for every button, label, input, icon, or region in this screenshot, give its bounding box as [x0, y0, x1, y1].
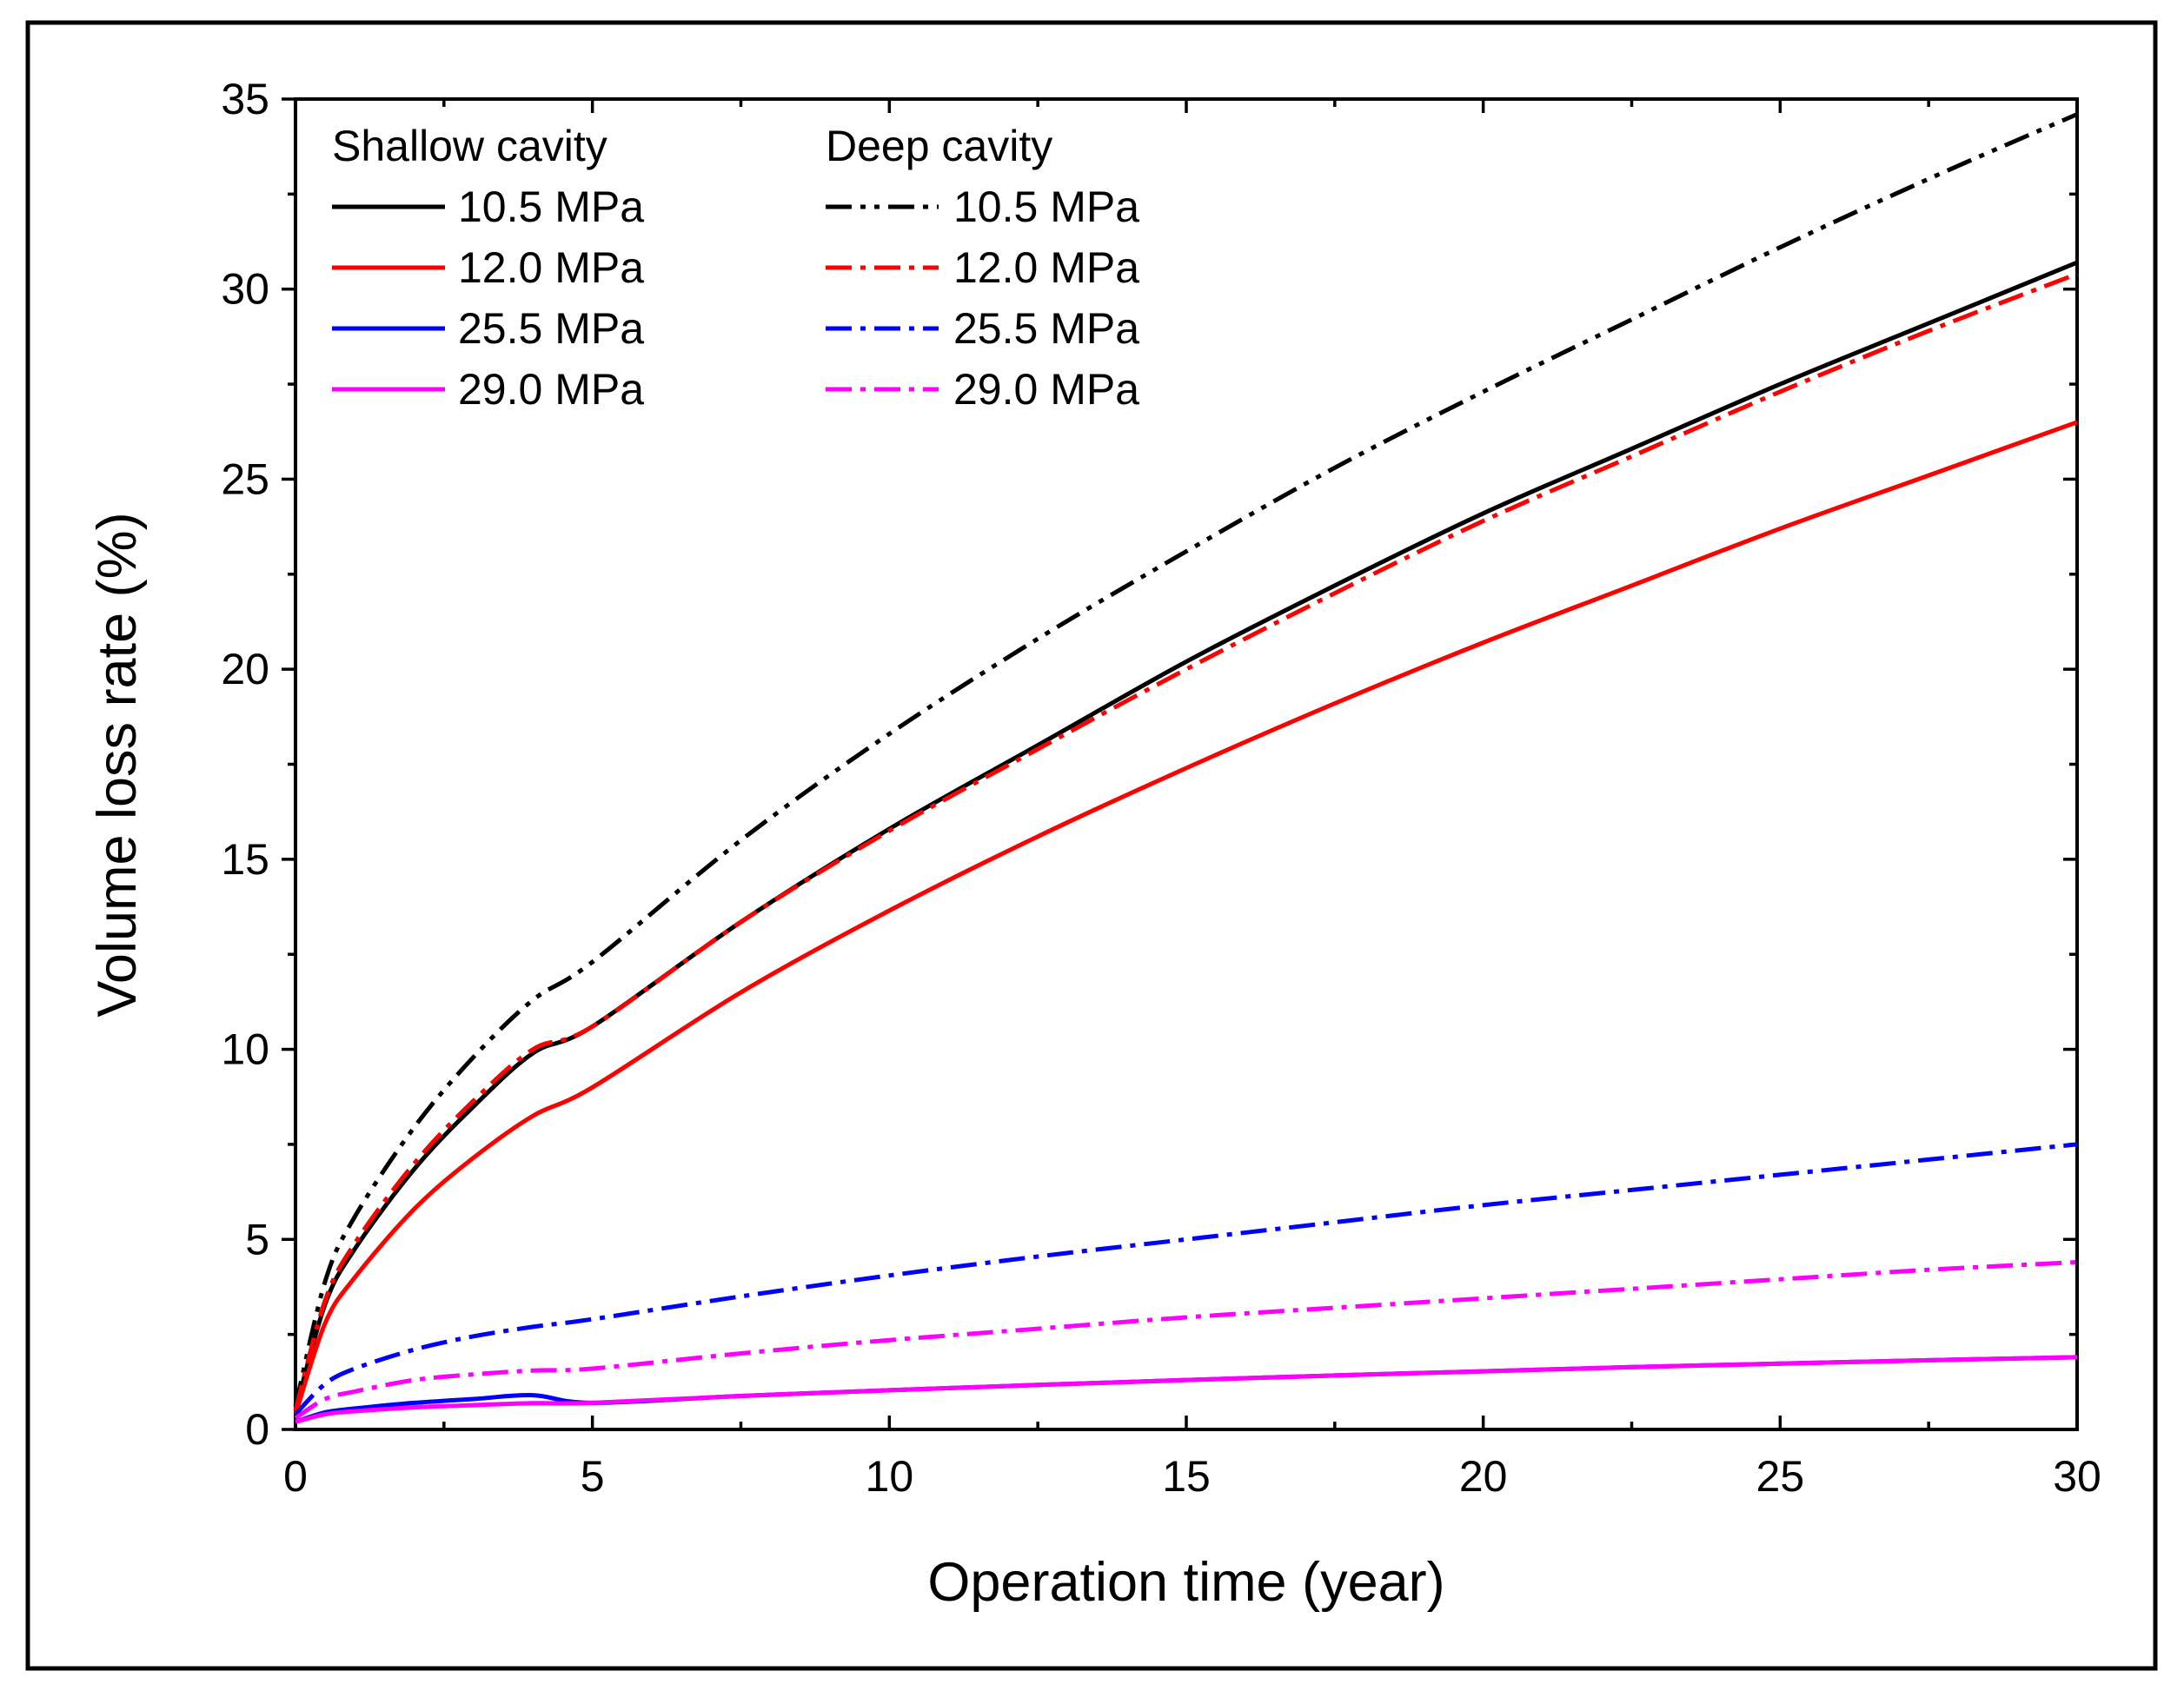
- series-line-5: [293, 271, 2078, 1411]
- legend-label: 12.0 MPa: [458, 243, 644, 292]
- legend-label: 29.0 MPa: [953, 365, 1139, 414]
- x-tick-label: 5: [581, 1452, 605, 1501]
- y-axis-label: Volume loss rate (%): [87, 512, 148, 1017]
- x-tick-label: 25: [1756, 1452, 1805, 1501]
- x-tick-label: 20: [1459, 1452, 1508, 1501]
- figure-frame: [25, 20, 2158, 1671]
- legend-label: 25.5 MPa: [953, 304, 1139, 353]
- legend-entries: 10.5 MPa 12.0 MPa 25.5 MPa 29.0 MPa 10.5 MPa…: [332, 182, 1139, 414]
- legend-heading-shallow: Shallow cavity: [332, 122, 607, 170]
- x-tick-label: 0: [283, 1452, 308, 1501]
- legend-label: 29.0 MPa: [458, 365, 644, 414]
- legend-heading-deep: Deep cavity: [826, 122, 1052, 170]
- y-tick-label: 5: [245, 1215, 269, 1263]
- y-tick-label: 15: [221, 835, 269, 884]
- y-tick-label: 35: [221, 75, 269, 123]
- series-line-3: [295, 1355, 2078, 1424]
- legend-label: 10.5 MPa: [458, 182, 644, 231]
- y-tick-label: 10: [221, 1025, 269, 1074]
- x-tick-label: 30: [2053, 1452, 2101, 1501]
- legend: Shallow cavity Deep cavity 10.5 MPa 12.0 …: [332, 122, 1139, 414]
- y-tick-label: 0: [245, 1405, 269, 1454]
- x-tick-label: 10: [866, 1452, 914, 1501]
- series-layer: [293, 112, 2078, 1424]
- series-line-7: [294, 1260, 2078, 1420]
- series-line-6: [294, 1142, 2078, 1416]
- y-tick-label: 20: [221, 645, 269, 693]
- x-tick-label: 15: [1162, 1452, 1211, 1501]
- series-line-0: [293, 260, 2078, 1411]
- x-axis: 0 5 10 15 20 25 30: [283, 99, 2101, 1501]
- y-tick-label: 30: [221, 265, 269, 314]
- y-axis: 0 5 10 15 20 25 30 35: [221, 75, 2077, 1454]
- y-tick-label: 25: [221, 454, 269, 503]
- x-axis-label: Operation time (year): [927, 1552, 1444, 1613]
- legend-label: 12.0 MPa: [953, 243, 1139, 292]
- series-line-1: [293, 420, 2078, 1416]
- legend-label: 25.5 MPa: [458, 304, 644, 353]
- legend-label: 10.5 MPa: [953, 182, 1139, 231]
